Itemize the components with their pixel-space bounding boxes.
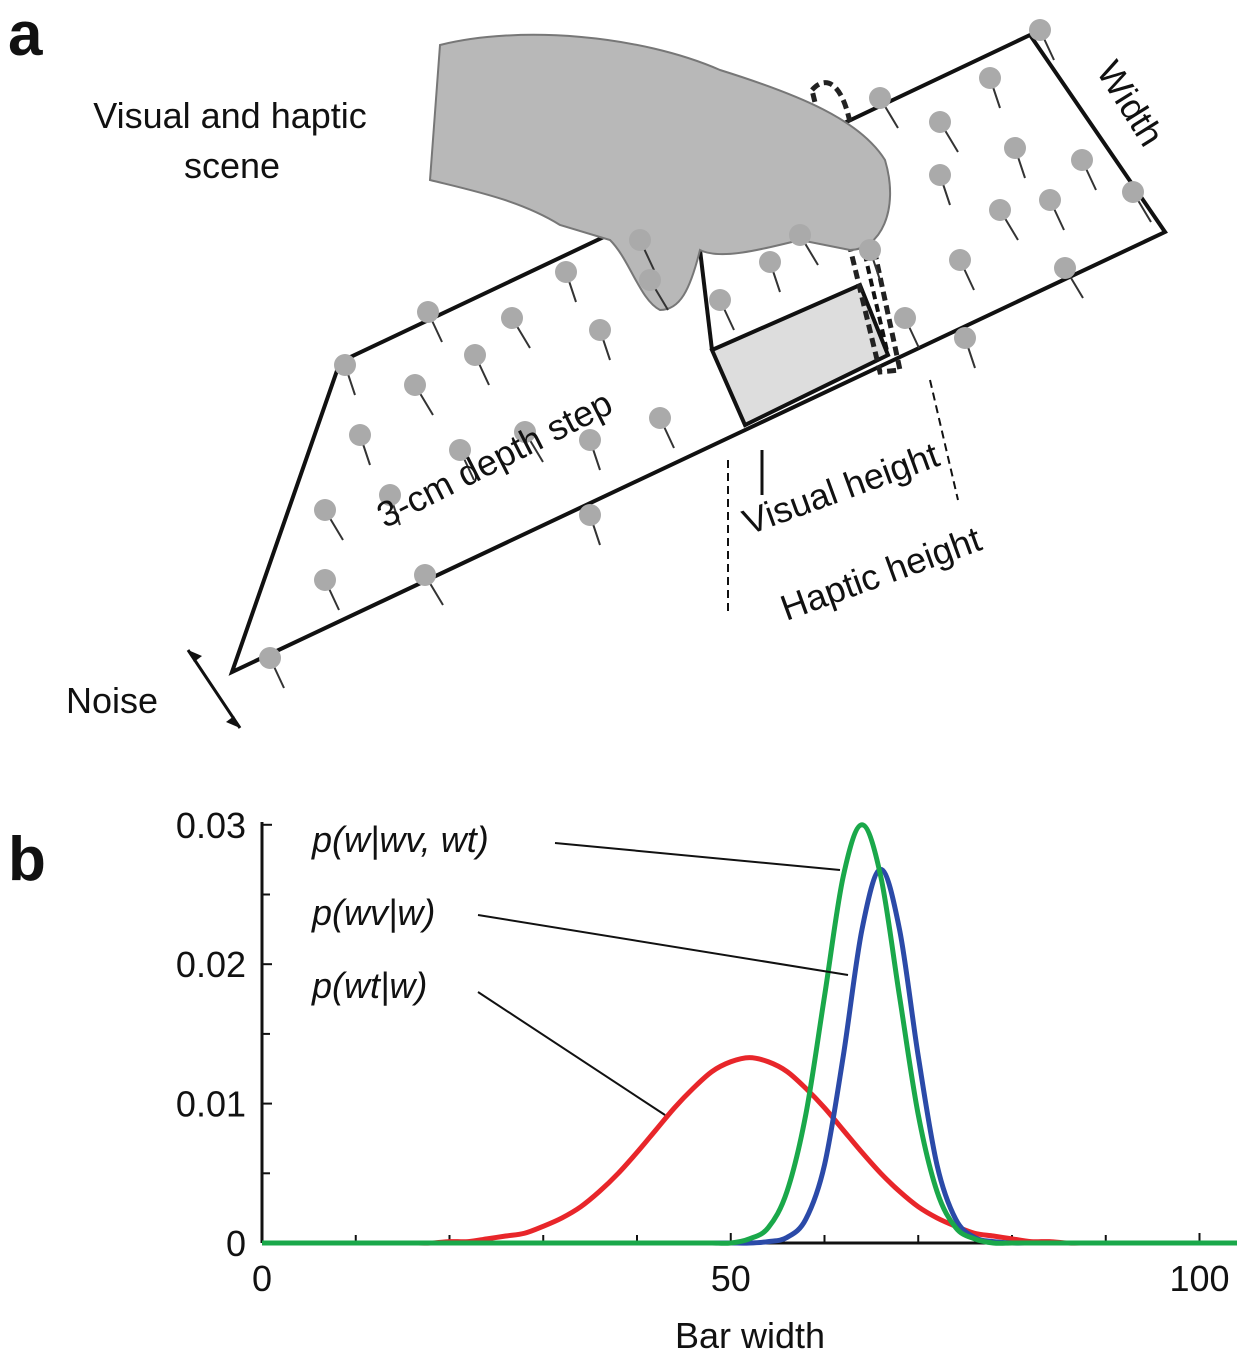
arrow-head xyxy=(226,716,240,728)
dot xyxy=(314,499,336,521)
dot xyxy=(259,647,281,669)
dot xyxy=(417,301,439,323)
dot xyxy=(464,344,486,366)
dot xyxy=(314,569,336,591)
dot xyxy=(1029,19,1051,41)
dot xyxy=(1071,149,1093,171)
dot xyxy=(709,289,731,311)
x-tick-label: 50 xyxy=(711,1258,751,1299)
dot xyxy=(649,407,671,429)
series-line xyxy=(262,1058,1237,1244)
x-tick-label: 0 xyxy=(252,1258,272,1299)
leader-line xyxy=(555,843,840,870)
series-line xyxy=(262,825,1237,1244)
noise-arrow xyxy=(188,650,240,728)
hand xyxy=(430,35,890,310)
dot xyxy=(334,354,356,376)
haptic-height-label: Haptic height xyxy=(775,518,986,628)
dot xyxy=(979,67,1001,89)
dot xyxy=(639,269,661,291)
arrow-head xyxy=(188,650,202,662)
series-label: p(wt|w) xyxy=(311,965,427,1006)
y-tick-label: 0.03 xyxy=(176,805,246,846)
y-tick-label: 0.01 xyxy=(176,1084,246,1125)
leader-line xyxy=(478,992,665,1115)
dot xyxy=(589,319,611,341)
noise-label: Noise xyxy=(66,680,158,721)
dot xyxy=(859,239,881,261)
dot xyxy=(894,307,916,329)
haptic-height-marker xyxy=(930,380,958,500)
dot xyxy=(949,249,971,271)
dot xyxy=(349,424,371,446)
dot xyxy=(404,374,426,396)
series-label: p(wv|w) xyxy=(311,892,435,933)
dot xyxy=(1004,137,1026,159)
scene-label: scene xyxy=(184,145,280,186)
panel-label: b xyxy=(8,825,46,894)
dot xyxy=(1122,181,1144,203)
dot xyxy=(759,251,781,273)
x-axis-label: Bar width xyxy=(675,1315,825,1356)
dot xyxy=(989,199,1011,221)
dot xyxy=(954,327,976,349)
dot xyxy=(929,111,951,133)
dot xyxy=(869,87,891,109)
dot xyxy=(555,261,577,283)
page: {"panels": ["a", "b"], "diagram": { "sce… xyxy=(0,0,1256,1361)
series-label: p(w|wv, wt) xyxy=(311,819,489,860)
scene-label: Visual and haptic xyxy=(93,95,367,136)
y-tick-label: 0.02 xyxy=(176,944,246,985)
dot xyxy=(501,307,523,329)
dot xyxy=(789,224,811,246)
dot xyxy=(414,564,436,586)
figure: a Visual and haptic scene Width 3-cm dep… xyxy=(0,0,1256,1361)
visual-height-label: Visual height xyxy=(737,434,944,543)
dot xyxy=(579,504,601,526)
dot xyxy=(1039,189,1061,211)
y-tick-label: 0 xyxy=(226,1223,246,1264)
x-tick-label: 100 xyxy=(1169,1258,1229,1299)
dot xyxy=(629,229,651,251)
panel-label: a xyxy=(8,0,43,69)
dot xyxy=(929,164,951,186)
dot xyxy=(1054,257,1076,279)
leader-line xyxy=(478,915,848,975)
